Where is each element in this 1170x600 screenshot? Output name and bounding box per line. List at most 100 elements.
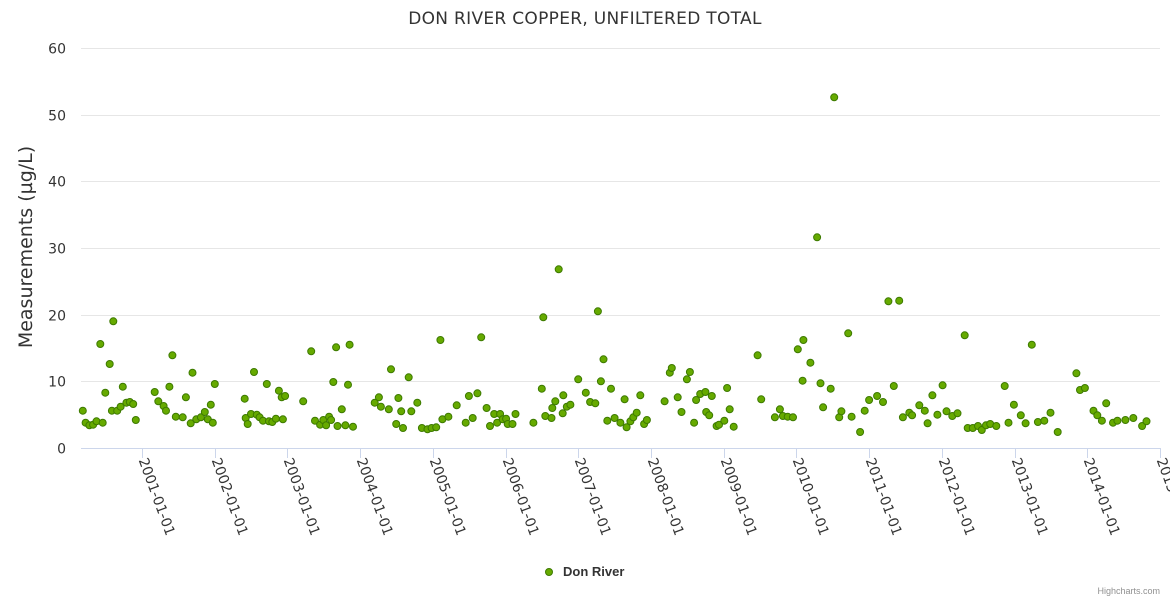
data-point[interactable]	[603, 416, 612, 425]
data-point[interactable]	[329, 378, 338, 386]
data-point[interactable]	[667, 364, 676, 372]
data-point[interactable]	[865, 396, 874, 404]
series-don-river[interactable]	[78, 93, 1151, 436]
data-point[interactable]	[581, 388, 590, 397]
data-point[interactable]	[118, 382, 127, 391]
data-point[interactable]	[547, 414, 556, 422]
data-point[interactable]	[413, 398, 422, 407]
data-point[interactable]	[1072, 369, 1081, 378]
data-point[interactable]	[307, 347, 316, 356]
data-point[interactable]	[622, 423, 631, 432]
data-point[interactable]	[757, 395, 766, 404]
data-point[interactable]	[327, 416, 336, 424]
data-point[interactable]	[632, 408, 641, 417]
data-point[interactable]	[915, 401, 924, 410]
data-point[interactable]	[477, 333, 486, 342]
data-point[interactable]	[685, 368, 694, 376]
data-point[interactable]	[1093, 411, 1102, 420]
data-point[interactable]	[129, 400, 138, 408]
data-point[interactable]	[394, 394, 403, 402]
data-point[interactable]	[432, 423, 441, 432]
data-point[interactable]	[105, 360, 114, 368]
data-point[interactable]	[1009, 400, 1018, 409]
data-point[interactable]	[537, 384, 546, 393]
data-point[interactable]	[938, 381, 947, 390]
data-point[interactable]	[813, 233, 822, 242]
data-point[interactable]	[705, 411, 714, 420]
data-point[interactable]	[399, 424, 407, 432]
data-point[interactable]	[1080, 384, 1089, 392]
data-point[interactable]	[799, 336, 808, 344]
data-point[interactable]	[452, 401, 461, 410]
data-point[interactable]	[596, 377, 605, 386]
data-point[interactable]	[953, 409, 962, 418]
data-point[interactable]	[610, 414, 619, 422]
data-point[interactable]	[707, 392, 716, 400]
data-point[interactable]	[1021, 419, 1030, 428]
data-point[interactable]	[616, 418, 625, 427]
data-point[interactable]	[729, 422, 738, 431]
data-point[interactable]	[923, 419, 932, 428]
data-point[interactable]	[262, 380, 271, 388]
data-point[interactable]	[673, 393, 682, 402]
data-point[interactable]	[692, 396, 701, 404]
data-point[interactable]	[933, 410, 942, 419]
data-point[interactable]	[960, 331, 969, 340]
data-point[interactable]	[337, 405, 346, 414]
data-point[interactable]	[243, 420, 252, 428]
data-point[interactable]	[186, 419, 195, 428]
data-point[interactable]	[898, 413, 907, 422]
data-point[interactable]	[770, 413, 779, 422]
data-point[interactable]	[299, 397, 308, 406]
data-point[interactable]	[281, 392, 290, 400]
data-point[interactable]	[1027, 340, 1036, 349]
data-point[interactable]	[370, 398, 379, 407]
data-point[interactable]	[250, 368, 258, 376]
data-point[interactable]	[806, 358, 815, 367]
data-point[interactable]	[349, 422, 357, 431]
data-point[interactable]	[715, 420, 723, 429]
credits-link[interactable]: Highcharts.com	[1097, 586, 1160, 596]
data-point[interactable]	[548, 404, 557, 412]
data-point[interactable]	[332, 343, 341, 352]
data-point[interactable]	[210, 380, 219, 388]
data-point[interactable]	[879, 398, 887, 406]
data-point[interactable]	[511, 410, 520, 418]
data-point[interactable]	[928, 391, 937, 400]
data-point[interactable]	[444, 412, 453, 421]
data-point[interactable]	[720, 416, 729, 425]
data-point[interactable]	[1033, 418, 1042, 426]
legend-item-don-river[interactable]: Don River	[563, 564, 624, 579]
data-point[interactable]	[181, 393, 190, 402]
data-point[interactable]	[1142, 417, 1151, 426]
data-point[interactable]	[208, 418, 217, 427]
data-point[interactable]	[109, 317, 118, 326]
data-point[interactable]	[240, 394, 249, 403]
data-point[interactable]	[345, 340, 354, 349]
data-point[interactable]	[793, 345, 802, 354]
data-point[interactable]	[847, 412, 856, 421]
data-point[interactable]	[278, 415, 287, 424]
data-point[interactable]	[599, 355, 608, 364]
data-point[interactable]	[819, 403, 828, 412]
data-point[interactable]	[178, 413, 187, 422]
data-point[interactable]	[992, 422, 1001, 430]
data-point[interactable]	[1016, 411, 1025, 420]
data-point[interactable]	[701, 388, 710, 396]
data-point[interactable]	[404, 373, 413, 382]
data-point[interactable]	[387, 365, 395, 374]
data-point[interactable]	[529, 418, 538, 427]
data-point[interactable]	[942, 407, 951, 416]
data-point[interactable]	[206, 400, 215, 409]
data-point[interactable]	[384, 405, 393, 414]
data-point[interactable]	[593, 307, 602, 316]
data-point[interactable]	[407, 407, 416, 416]
data-point[interactable]	[1121, 416, 1130, 424]
data-point[interactable]	[539, 313, 548, 322]
data-point[interactable]	[1000, 382, 1009, 390]
data-point[interactable]	[690, 418, 699, 427]
data-point[interactable]	[789, 413, 797, 422]
data-point[interactable]	[844, 329, 853, 338]
data-point[interactable]	[775, 405, 784, 414]
data-point[interactable]	[101, 388, 110, 397]
